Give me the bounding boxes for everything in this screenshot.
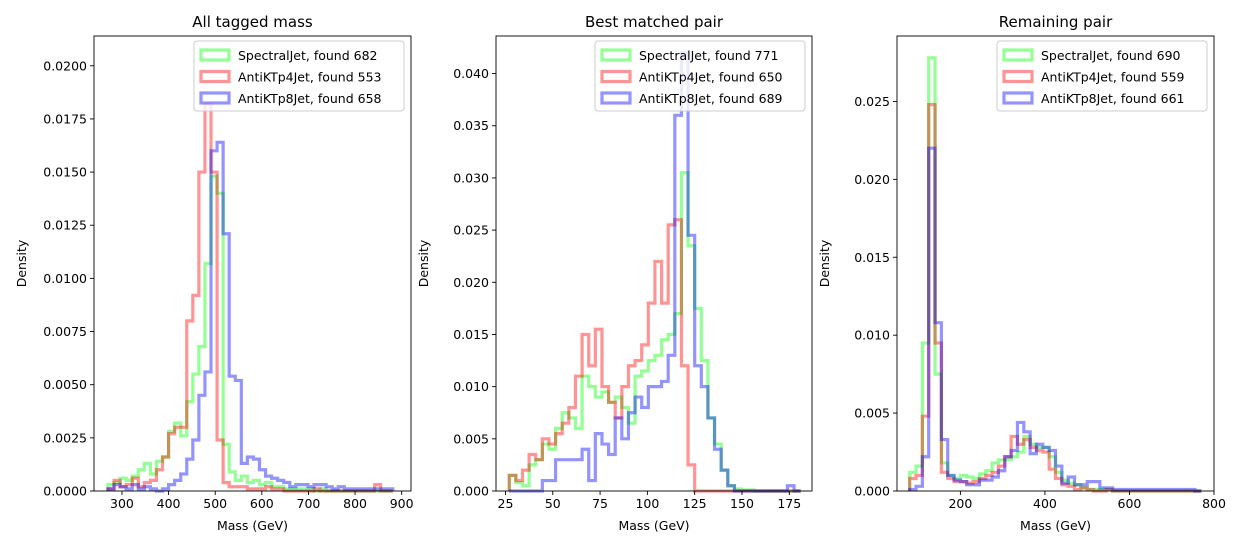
x-tick-label: 800 [343, 496, 367, 511]
axes-frame [896, 35, 1215, 492]
y-tick-label: 0.015 [453, 327, 489, 342]
x-tick-label: 400 [1033, 496, 1057, 511]
legend-entry: AntiKTp8Jet, found 658 [238, 91, 382, 106]
legend: SpectralJet, found 690 AntiKTp4Jet, found… [996, 40, 1208, 112]
y-tick-label: 0.0150 [43, 165, 87, 180]
legend-box [193, 40, 405, 112]
y-tick-label: 0.0100 [43, 271, 87, 286]
legend-entry: AntiKTp4Jet, found 553 [238, 70, 381, 85]
chart-panel-1: 300 400 500 600 700 800 900 0.0000 0.0025 0.0050 0… [14, 13, 414, 533]
legend-entry: SpectralJet, found 682 [238, 48, 378, 63]
y-tick-label: 0.020 [453, 275, 489, 290]
y-tick-label: 0.0175 [43, 111, 87, 126]
legend-swatch [1002, 48, 1034, 62]
y-tick-label: 0.005 [453, 431, 489, 446]
legend-swatch [1002, 91, 1034, 105]
x-tick-label: 300 [110, 496, 134, 511]
y-tick-label: 0.0125 [43, 218, 87, 233]
legend-swatch [199, 91, 231, 105]
chart-title: All tagged mass [192, 13, 313, 31]
x-tick-label: 125 [683, 496, 707, 511]
x-tick-label: 75 [592, 496, 608, 511]
legend-entry: AntiKTp4Jet, found 559 [1041, 70, 1185, 85]
legend: SpectralJet, found 771 AntiKTp4Jet, found… [594, 40, 806, 112]
histogram-series-2 [106, 102, 393, 493]
x-tick-label: 900 [390, 496, 414, 511]
y-tick-label: 0.0200 [43, 58, 87, 73]
y-tick-label: 0.025 [453, 223, 489, 238]
x-axis-label: Mass (GeV) [618, 518, 689, 533]
histogram-series-1 [106, 174, 393, 493]
y-tick-label: 0.025 [854, 94, 890, 109]
chart-title: Remaining pair [999, 13, 1113, 31]
histogram-series-3 [106, 140, 395, 493]
legend-swatch [600, 91, 632, 105]
legend-entry: AntiKTp4Jet, found 650 [639, 70, 783, 85]
x-tick-label: 200 [948, 496, 972, 511]
histogram-series-1 [908, 56, 1202, 493]
legend-swatch [1002, 69, 1034, 84]
y-tick-label: 0.000 [854, 484, 890, 499]
chart-panel-2: 25 50 75 100 125 150 175 0.000 0.005 0.010 0.015 0.… [416, 13, 813, 533]
chart-title: Best matched pair [585, 13, 724, 31]
legend-entry: SpectralJet, found 690 [1041, 48, 1181, 63]
y-axis-label: Density [14, 239, 29, 287]
y-tick-label: 0.0025 [43, 430, 87, 445]
y-tick-label: 0.000 [453, 484, 489, 499]
y-tick-label: 0.030 [453, 170, 489, 185]
histogram-series-1 [507, 171, 801, 493]
x-tick-label: 25 [498, 496, 514, 511]
y-tick-label: 0.0000 [43, 484, 87, 499]
y-tick-label: 0.0050 [43, 377, 87, 392]
y-tick-label: 0.005 [854, 406, 890, 421]
x-axis-label: Mass (GeV) [1020, 518, 1091, 533]
legend-entry: AntiKTp8Jet, found 661 [1041, 91, 1184, 106]
y-tick-label: 0.040 [453, 66, 489, 81]
legend-swatch [600, 48, 632, 62]
legend-swatch [199, 69, 231, 84]
x-tick-label: 150 [730, 496, 754, 511]
x-tick-label: 50 [545, 496, 561, 511]
y-tick-label: 0.0075 [43, 324, 87, 339]
x-tick-label: 700 [297, 496, 321, 511]
axes-frame [93, 35, 412, 492]
x-tick-label: 600 [250, 496, 274, 511]
x-tick-label: 500 [203, 496, 227, 511]
x-tick-label: 400 [157, 496, 181, 511]
histogram-series-2 [908, 102, 1202, 493]
y-axis-label: Density [416, 239, 431, 287]
x-axis-label: Mass (GeV) [217, 518, 288, 533]
y-tick-label: 0.035 [453, 118, 489, 133]
histogram-series-3 [908, 146, 1202, 493]
legend-entry: AntiKTp8Jet, found 689 [639, 91, 783, 106]
x-tick-label: 100 [635, 496, 659, 511]
legend-swatch [199, 48, 231, 62]
chart-panel-3: 200 400 600 800 0.000 0.005 0.010 0.015 0.020 0.0… [817, 13, 1226, 533]
y-tick-label: 0.010 [453, 379, 489, 394]
legend-entry: SpectralJet, found 771 [639, 48, 779, 63]
y-tick-label: 0.020 [854, 172, 890, 187]
legend-box [594, 40, 806, 112]
axes-frame [495, 35, 813, 492]
x-tick-label: 800 [1202, 496, 1226, 511]
x-tick-label: 175 [777, 496, 801, 511]
legend-swatch [600, 69, 632, 84]
y-axis-label: Density [817, 239, 832, 287]
legend: SpectralJet, found 682 AntiKTp4Jet, found… [193, 40, 405, 112]
y-tick-label: 0.010 [854, 328, 890, 343]
y-tick-label: 0.015 [854, 250, 890, 265]
x-tick-label: 600 [1118, 496, 1142, 511]
legend-box [996, 40, 1208, 112]
